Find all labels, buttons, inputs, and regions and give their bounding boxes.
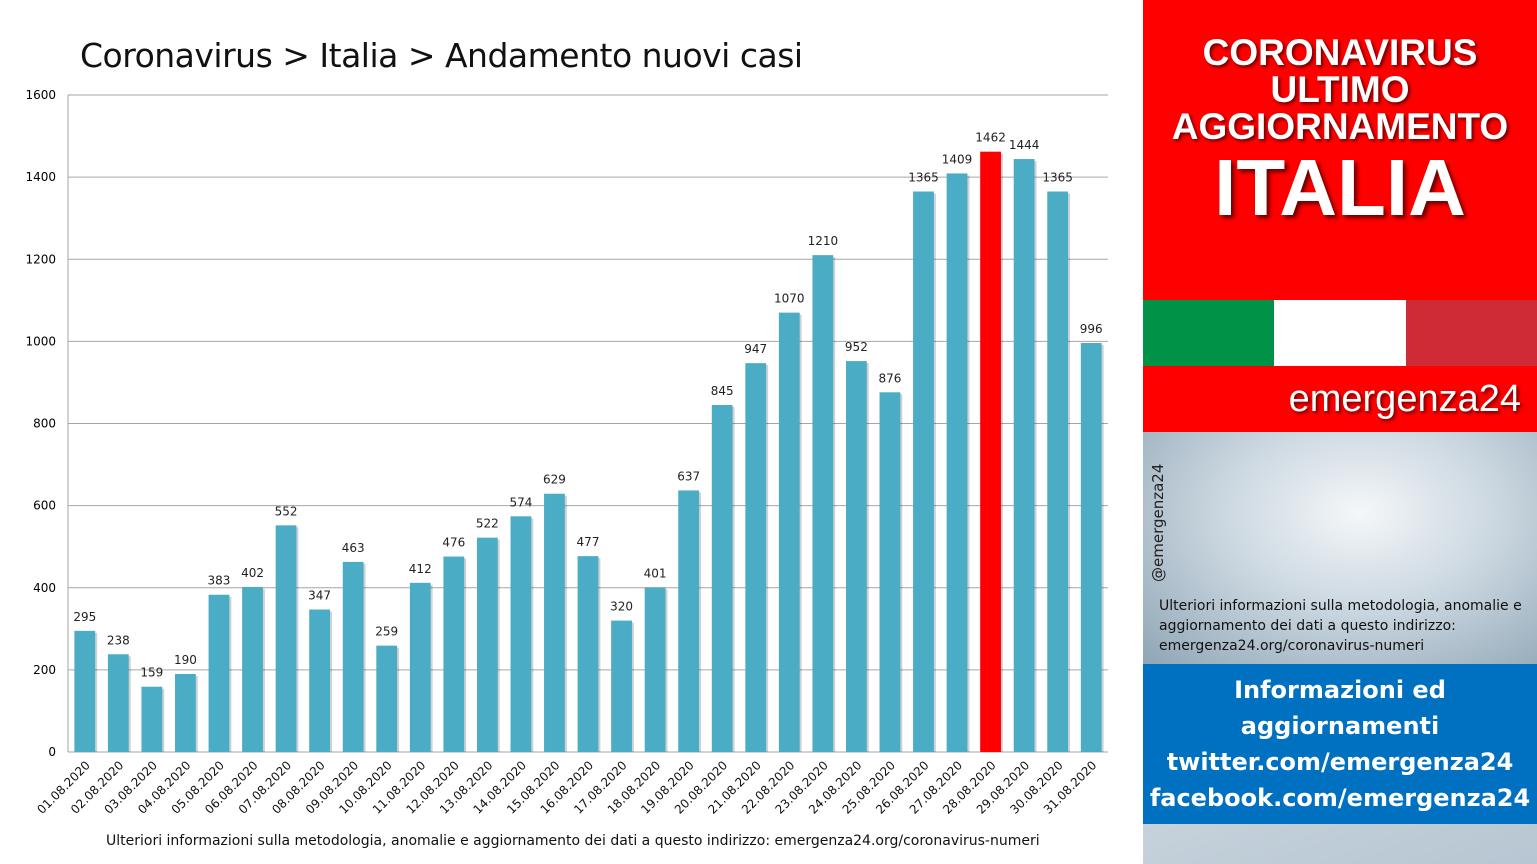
header-line-1: CORONAVIRUS <box>1202 32 1478 73</box>
brand-box: emergenza24 <box>1143 366 1537 432</box>
data-label: 477 <box>577 535 600 549</box>
bar-chart: 0200400600800100012001400160029501.08.20… <box>25 88 1108 817</box>
bar <box>476 537 498 752</box>
data-label: 1070 <box>774 292 805 306</box>
data-label: 463 <box>342 541 365 555</box>
data-label: 238 <box>107 633 130 647</box>
bar <box>309 609 331 752</box>
header-line-3: AGGIORNAMENTO <box>1171 106 1509 147</box>
data-label: 629 <box>543 473 566 487</box>
bar <box>1080 343 1102 752</box>
bar <box>879 392 901 752</box>
bar <box>980 151 1001 752</box>
y-tick-label: 0 <box>48 745 56 759</box>
data-label: 259 <box>375 625 398 639</box>
bar <box>443 556 465 752</box>
data-label: 1409 <box>942 152 973 166</box>
bar <box>275 525 297 752</box>
bar <box>175 673 196 752</box>
flag-stripe-green <box>1143 300 1275 366</box>
data-label: 383 <box>208 574 231 588</box>
italian-flag <box>1143 300 1537 366</box>
contact-line-1: Informazioni ed <box>1234 676 1446 704</box>
flag-stripe-red <box>1405 300 1537 366</box>
chart-footer-note: Ulteriori informazioni sulla metodologia… <box>106 833 1040 849</box>
bar <box>946 173 968 752</box>
y-tick-label: 400 <box>33 581 56 595</box>
data-label: 190 <box>174 653 197 667</box>
data-label: 295 <box>73 610 96 624</box>
twitter-link[interactable]: twitter.com/emergenza24 <box>1166 748 1514 776</box>
y-tick-label: 200 <box>33 663 56 677</box>
y-tick-label: 800 <box>33 417 56 431</box>
social-handle: @emergenza24 <box>1149 463 1167 582</box>
y-tick-label: 1400 <box>25 170 56 184</box>
bar <box>141 686 163 752</box>
data-label: 522 <box>476 517 499 531</box>
chart-area: Coronavirus > Italia > Andamento nuovi c… <box>25 36 1108 849</box>
facebook-link[interactable]: facebook.com/emergenza24 <box>1149 784 1531 812</box>
data-label: 637 <box>677 469 700 483</box>
flag-stripe-white <box>1274 300 1406 366</box>
bar <box>208 594 230 752</box>
bar <box>1047 191 1069 752</box>
header-line-2: ULTIMO <box>1270 69 1410 110</box>
bar <box>510 516 532 752</box>
y-tick-label: 1600 <box>25 88 56 102</box>
bar <box>644 587 666 752</box>
right-panel: CORONAVIRUS ULTIMO AGGIORNAMENTO ITALIA … <box>1143 0 1537 864</box>
data-label: 347 <box>308 589 331 603</box>
bar <box>409 582 431 752</box>
bar <box>376 645 398 752</box>
bar <box>845 361 867 752</box>
bar <box>678 490 700 752</box>
data-label: 952 <box>845 340 868 354</box>
data-label: 1210 <box>808 234 839 248</box>
data-label: 996 <box>1080 322 1103 336</box>
bar <box>242 586 263 752</box>
data-label: 574 <box>509 495 532 509</box>
data-label: 1365 <box>1042 170 1073 184</box>
info-text: Ulteriori informazioni sulla metodologia… <box>1159 598 1522 654</box>
chart-title: Coronavirus > Italia > Andamento nuovi c… <box>80 36 803 75</box>
data-label: 1462 <box>975 131 1006 145</box>
header-box: CORONAVIRUS ULTIMO AGGIORNAMENTO ITALIA <box>1143 0 1537 300</box>
bar <box>611 620 632 752</box>
data-label: 845 <box>711 384 734 398</box>
bar <box>711 405 733 752</box>
data-label: 402 <box>241 566 264 580</box>
bar <box>107 654 129 752</box>
data-label: 1444 <box>1009 138 1040 152</box>
header-country: ITALIA <box>1214 143 1466 232</box>
bar <box>812 255 834 753</box>
data-label: 412 <box>409 562 432 576</box>
y-tick-label: 1000 <box>25 334 56 348</box>
data-label: 476 <box>442 536 465 550</box>
y-tick-label: 1200 <box>25 252 56 266</box>
data-label: 320 <box>610 600 633 614</box>
bar <box>778 312 800 752</box>
bar <box>342 561 364 752</box>
brand-name: emergenza24 <box>1288 378 1521 420</box>
data-label: 159 <box>140 666 163 680</box>
data-label: 552 <box>275 504 298 518</box>
bar <box>913 191 934 752</box>
data-label: 947 <box>744 342 767 356</box>
bar <box>577 556 599 752</box>
bar <box>1013 159 1035 752</box>
bar <box>74 630 96 752</box>
bar <box>544 493 565 752</box>
bar <box>745 363 767 752</box>
contact-box: Informazioni ed aggiornamenti twitter.co… <box>1143 664 1537 824</box>
data-label: 876 <box>878 371 901 385</box>
data-label: 401 <box>644 566 667 580</box>
background-photo: @emergenza24 Ulteriori informazioni sull… <box>1143 432 1537 664</box>
contact-line-2: aggiornamenti <box>1240 712 1440 740</box>
y-tick-label: 600 <box>33 499 56 513</box>
data-label: 1365 <box>908 170 939 184</box>
